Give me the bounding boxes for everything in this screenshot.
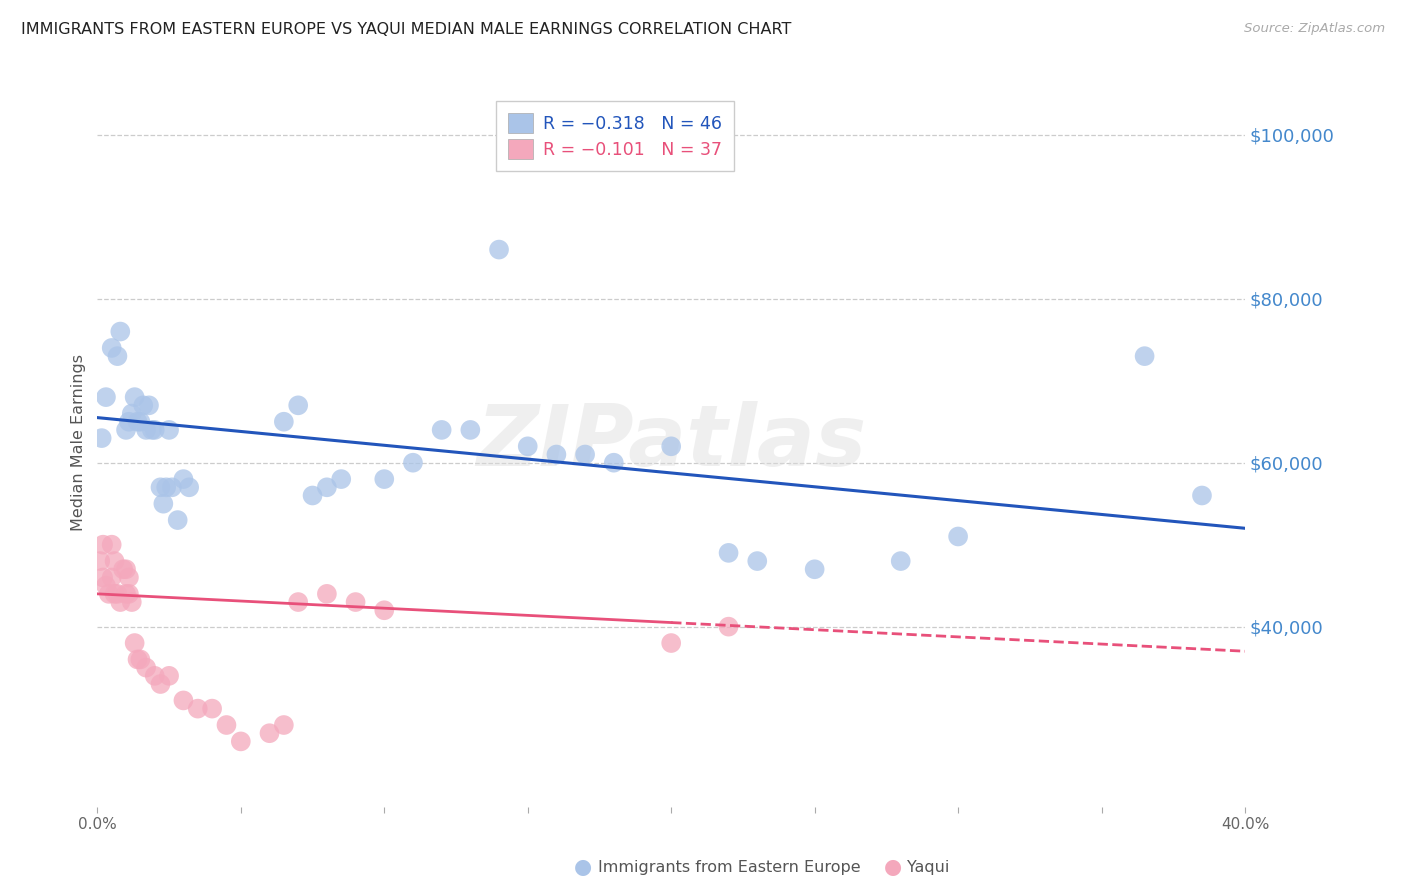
Point <box>215 718 238 732</box>
Text: Source: ZipAtlas.com: Source: ZipAtlas.com <box>1244 22 1385 36</box>
Point <box>121 595 143 609</box>
Point <box>112 562 135 576</box>
Point <box>115 423 138 437</box>
Point <box>124 636 146 650</box>
Point <box>127 415 149 429</box>
Point <box>287 398 309 412</box>
Point <box>516 439 538 453</box>
Point <box>259 726 281 740</box>
Point <box>187 701 209 715</box>
Point <box>603 456 626 470</box>
Point <box>110 595 132 609</box>
Point <box>110 325 132 339</box>
Point <box>115 562 138 576</box>
Point <box>717 620 740 634</box>
Point <box>1133 349 1156 363</box>
Point <box>90 431 112 445</box>
Point <box>118 415 141 429</box>
Point <box>103 587 125 601</box>
Point <box>143 423 166 437</box>
Point <box>103 554 125 568</box>
Point <box>301 488 323 502</box>
Point <box>179 480 201 494</box>
Point <box>160 480 183 494</box>
Point <box>89 554 111 568</box>
Point <box>574 448 596 462</box>
Y-axis label: Median Male Earnings: Median Male Earnings <box>72 354 86 531</box>
Point <box>127 652 149 666</box>
Point <box>157 423 180 437</box>
Point <box>143 669 166 683</box>
Point <box>135 423 157 437</box>
Point <box>138 398 160 412</box>
Point <box>201 701 224 715</box>
Point <box>946 529 969 543</box>
Point <box>100 341 122 355</box>
Point <box>141 423 163 437</box>
Point <box>330 472 353 486</box>
Point <box>287 595 309 609</box>
Point <box>315 480 337 494</box>
Point <box>430 423 453 437</box>
Point <box>107 349 129 363</box>
Point <box>107 587 129 601</box>
Point <box>373 603 395 617</box>
Point <box>460 423 482 437</box>
Point <box>100 570 122 584</box>
Point <box>149 677 172 691</box>
Point <box>172 472 194 486</box>
Point <box>659 636 682 650</box>
Point <box>803 562 825 576</box>
Point <box>115 587 138 601</box>
Point <box>890 554 912 568</box>
Point <box>149 480 172 494</box>
Text: Yaqui: Yaqui <box>907 860 949 874</box>
Point <box>659 439 682 453</box>
Point <box>135 660 157 674</box>
Point <box>172 693 194 707</box>
Point <box>717 546 740 560</box>
Point <box>152 497 174 511</box>
Point <box>97 587 120 601</box>
Point <box>129 652 152 666</box>
Point <box>273 415 295 429</box>
Point <box>94 390 117 404</box>
Point <box>546 448 568 462</box>
Point <box>129 415 152 429</box>
Point <box>229 734 252 748</box>
Text: ●: ● <box>884 857 901 877</box>
Text: ZIPatlas: ZIPatlas <box>477 401 866 483</box>
Point <box>488 243 510 257</box>
Legend: R = −0.318   N = 46, R = −0.101   N = 37: R = −0.318 N = 46, R = −0.101 N = 37 <box>496 101 734 171</box>
Point <box>121 407 143 421</box>
Point <box>344 595 367 609</box>
Point <box>100 538 122 552</box>
Text: IMMIGRANTS FROM EASTERN EUROPE VS YAQUI MEDIAN MALE EARNINGS CORRELATION CHART: IMMIGRANTS FROM EASTERN EUROPE VS YAQUI … <box>21 22 792 37</box>
Point <box>91 538 114 552</box>
Point <box>315 587 337 601</box>
Point <box>94 579 117 593</box>
Point <box>118 570 141 584</box>
Point <box>91 570 114 584</box>
Point <box>118 587 141 601</box>
Point <box>124 390 146 404</box>
Point <box>155 480 177 494</box>
Point <box>132 398 155 412</box>
Point <box>166 513 188 527</box>
Point <box>373 472 395 486</box>
Point <box>1191 488 1213 502</box>
Text: ●: ● <box>575 857 592 877</box>
Text: Immigrants from Eastern Europe: Immigrants from Eastern Europe <box>598 860 860 874</box>
Point <box>273 718 295 732</box>
Point <box>402 456 425 470</box>
Point <box>747 554 769 568</box>
Point <box>157 669 180 683</box>
